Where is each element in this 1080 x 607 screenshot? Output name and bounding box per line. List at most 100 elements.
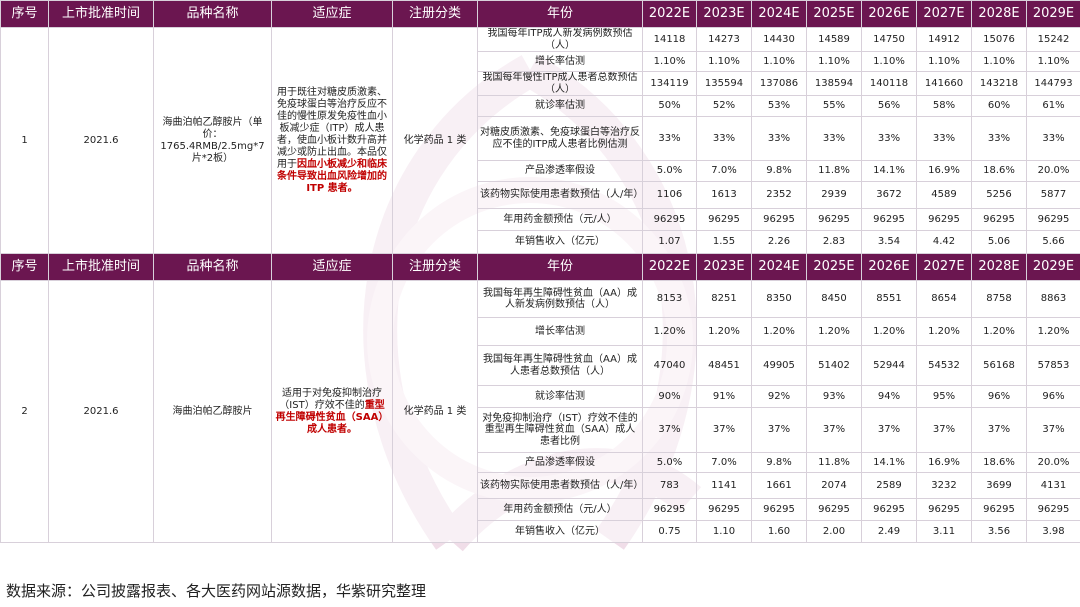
table-cell: 1.20% [861, 317, 917, 346]
column-header-1: 上市批准时间 [48, 253, 154, 281]
table-cell: 96295 [751, 208, 807, 231]
metric-label: 我国每年再生障碍性贫血（AA）成人患者总数预估（人） [477, 345, 643, 386]
table-cell: 20.0% [1026, 452, 1080, 473]
table-cell: 94% [861, 385, 917, 408]
table-cell: 3.11 [916, 520, 972, 543]
table-cell: 1.10% [971, 51, 1027, 72]
column-header-0: 序号 [0, 253, 49, 281]
table-cell: 18.6% [971, 160, 1027, 182]
metric-label: 我国每年再生障碍性贫血（AA）成人新发病例数预估（人） [477, 280, 643, 318]
column-header-3: 适应症 [271, 0, 393, 28]
table-cell: 58% [916, 95, 972, 117]
column-header-2: 品种名称 [153, 253, 272, 281]
metric-label: 就诊率估测 [477, 385, 643, 408]
table-cell: 2589 [861, 472, 917, 499]
table-cell: 33% [642, 116, 697, 161]
table-cell: 135594 [696, 71, 752, 96]
metric-label: 增长率估测 [477, 317, 643, 346]
table-cell: 2074 [806, 472, 862, 499]
table-cell: 1.20% [696, 317, 752, 346]
column-header-8: 2024E [751, 0, 807, 28]
table-cell: 37% [806, 407, 862, 453]
column-header-5: 年份 [477, 253, 643, 281]
table-cell: 1.60 [751, 520, 807, 543]
table-cell: 52944 [861, 345, 917, 386]
column-header-9: 2025E [806, 0, 862, 28]
indication: 用于既往对糖皮质激素、免疫球蛋白等治疗反应不佳的慢性原发免疫性血小板减少症（IT… [271, 27, 393, 254]
table-cell: 140118 [861, 71, 917, 96]
table-cell: 96295 [916, 208, 972, 231]
table-cell: 3672 [861, 181, 917, 209]
table-cell: 33% [916, 116, 972, 161]
table-cell: 2.00 [806, 520, 862, 543]
table-cell: 1.55 [696, 230, 752, 254]
table-cell: 96295 [642, 498, 697, 521]
table-cell: 37% [971, 407, 1027, 453]
table-cell: 2.83 [806, 230, 862, 254]
table-cell: 37% [1026, 407, 1080, 453]
column-header-12: 2028E [971, 0, 1027, 28]
table-cell: 37% [696, 407, 752, 453]
table-cell: 2.49 [861, 520, 917, 543]
metric-label: 年用药金额预估（元/人） [477, 208, 643, 231]
table-cell: 57853 [1026, 345, 1080, 386]
column-header-7: 2023E [696, 0, 752, 28]
table-cell: 37% [751, 407, 807, 453]
table-cell: 96295 [1026, 208, 1080, 231]
table-cell: 14273 [696, 27, 752, 52]
table-cell: 9.8% [751, 160, 807, 182]
table-cell: 3.56 [971, 520, 1027, 543]
table-cell: 49905 [751, 345, 807, 386]
table-cell: 1106 [642, 181, 697, 209]
table-cell: 9.8% [751, 452, 807, 473]
table-cell: 96% [1026, 385, 1080, 408]
table-cell: 33% [861, 116, 917, 161]
table-cell: 4589 [916, 181, 972, 209]
serial-number: 2 [0, 280, 49, 543]
table-cell: 3232 [916, 472, 972, 499]
table-cell: 8551 [861, 280, 917, 318]
table-cell: 96295 [861, 208, 917, 231]
table-cell: 5.0% [642, 160, 697, 182]
metric-label: 产品渗透率假设 [477, 160, 643, 182]
forecast-table: 序号 上市批准时间 品种名称 适应症 注册分类 年份 2022E 2023E 2024E 2025… [0, 0, 1080, 543]
table-cell: 91% [696, 385, 752, 408]
table-cell: 15242 [1026, 27, 1080, 52]
table-cell: 37% [916, 407, 972, 453]
table-cell: 55% [806, 95, 862, 117]
metric-label: 年用药金额预估（元/人） [477, 498, 643, 521]
table-cell: 7.0% [696, 160, 752, 182]
table-cell: 33% [971, 116, 1027, 161]
table-cell: 14.1% [861, 452, 917, 473]
table-cell: 96295 [971, 498, 1027, 521]
table-cell: 92% [751, 385, 807, 408]
metric-label: 我国每年慢性ITP成人患者总数预估（人） [477, 71, 643, 96]
metric-label: 产品渗透率假设 [477, 452, 643, 473]
table-cell: 96295 [806, 208, 862, 231]
table-cell: 1.10% [642, 51, 697, 72]
table-cell: 2352 [751, 181, 807, 209]
table-cell: 11.8% [806, 160, 862, 182]
metric-label: 年销售收入（亿元） [477, 520, 643, 543]
table-cell: 48451 [696, 345, 752, 386]
table-cell: 96295 [642, 208, 697, 231]
table-cell: 14750 [861, 27, 917, 52]
column-header-3: 适应症 [271, 253, 393, 281]
table-cell: 8863 [1026, 280, 1080, 318]
column-header-4: 注册分类 [392, 0, 478, 28]
table-cell: 14118 [642, 27, 697, 52]
table-cell: 11.8% [806, 452, 862, 473]
table-cell: 8758 [971, 280, 1027, 318]
table-cell: 7.0% [696, 452, 752, 473]
header-row: 序号 上市批准时间 品种名称 适应症 注册分类 年份 2022E 2023E 2024E 2025… [0, 253, 1080, 281]
registration-category: 化学药品 1 类 [392, 27, 478, 254]
column-header-1: 上市批准时间 [48, 0, 154, 28]
table-cell: 1.10% [916, 51, 972, 72]
column-header-12: 2028E [971, 253, 1027, 281]
table-cell: 56% [861, 95, 917, 117]
metric-label: 年销售收入（亿元） [477, 230, 643, 254]
table-cell: 54532 [916, 345, 972, 386]
column-header-0: 序号 [0, 0, 49, 28]
table-cell: 50% [642, 95, 697, 117]
table-cell: 5256 [971, 181, 1027, 209]
